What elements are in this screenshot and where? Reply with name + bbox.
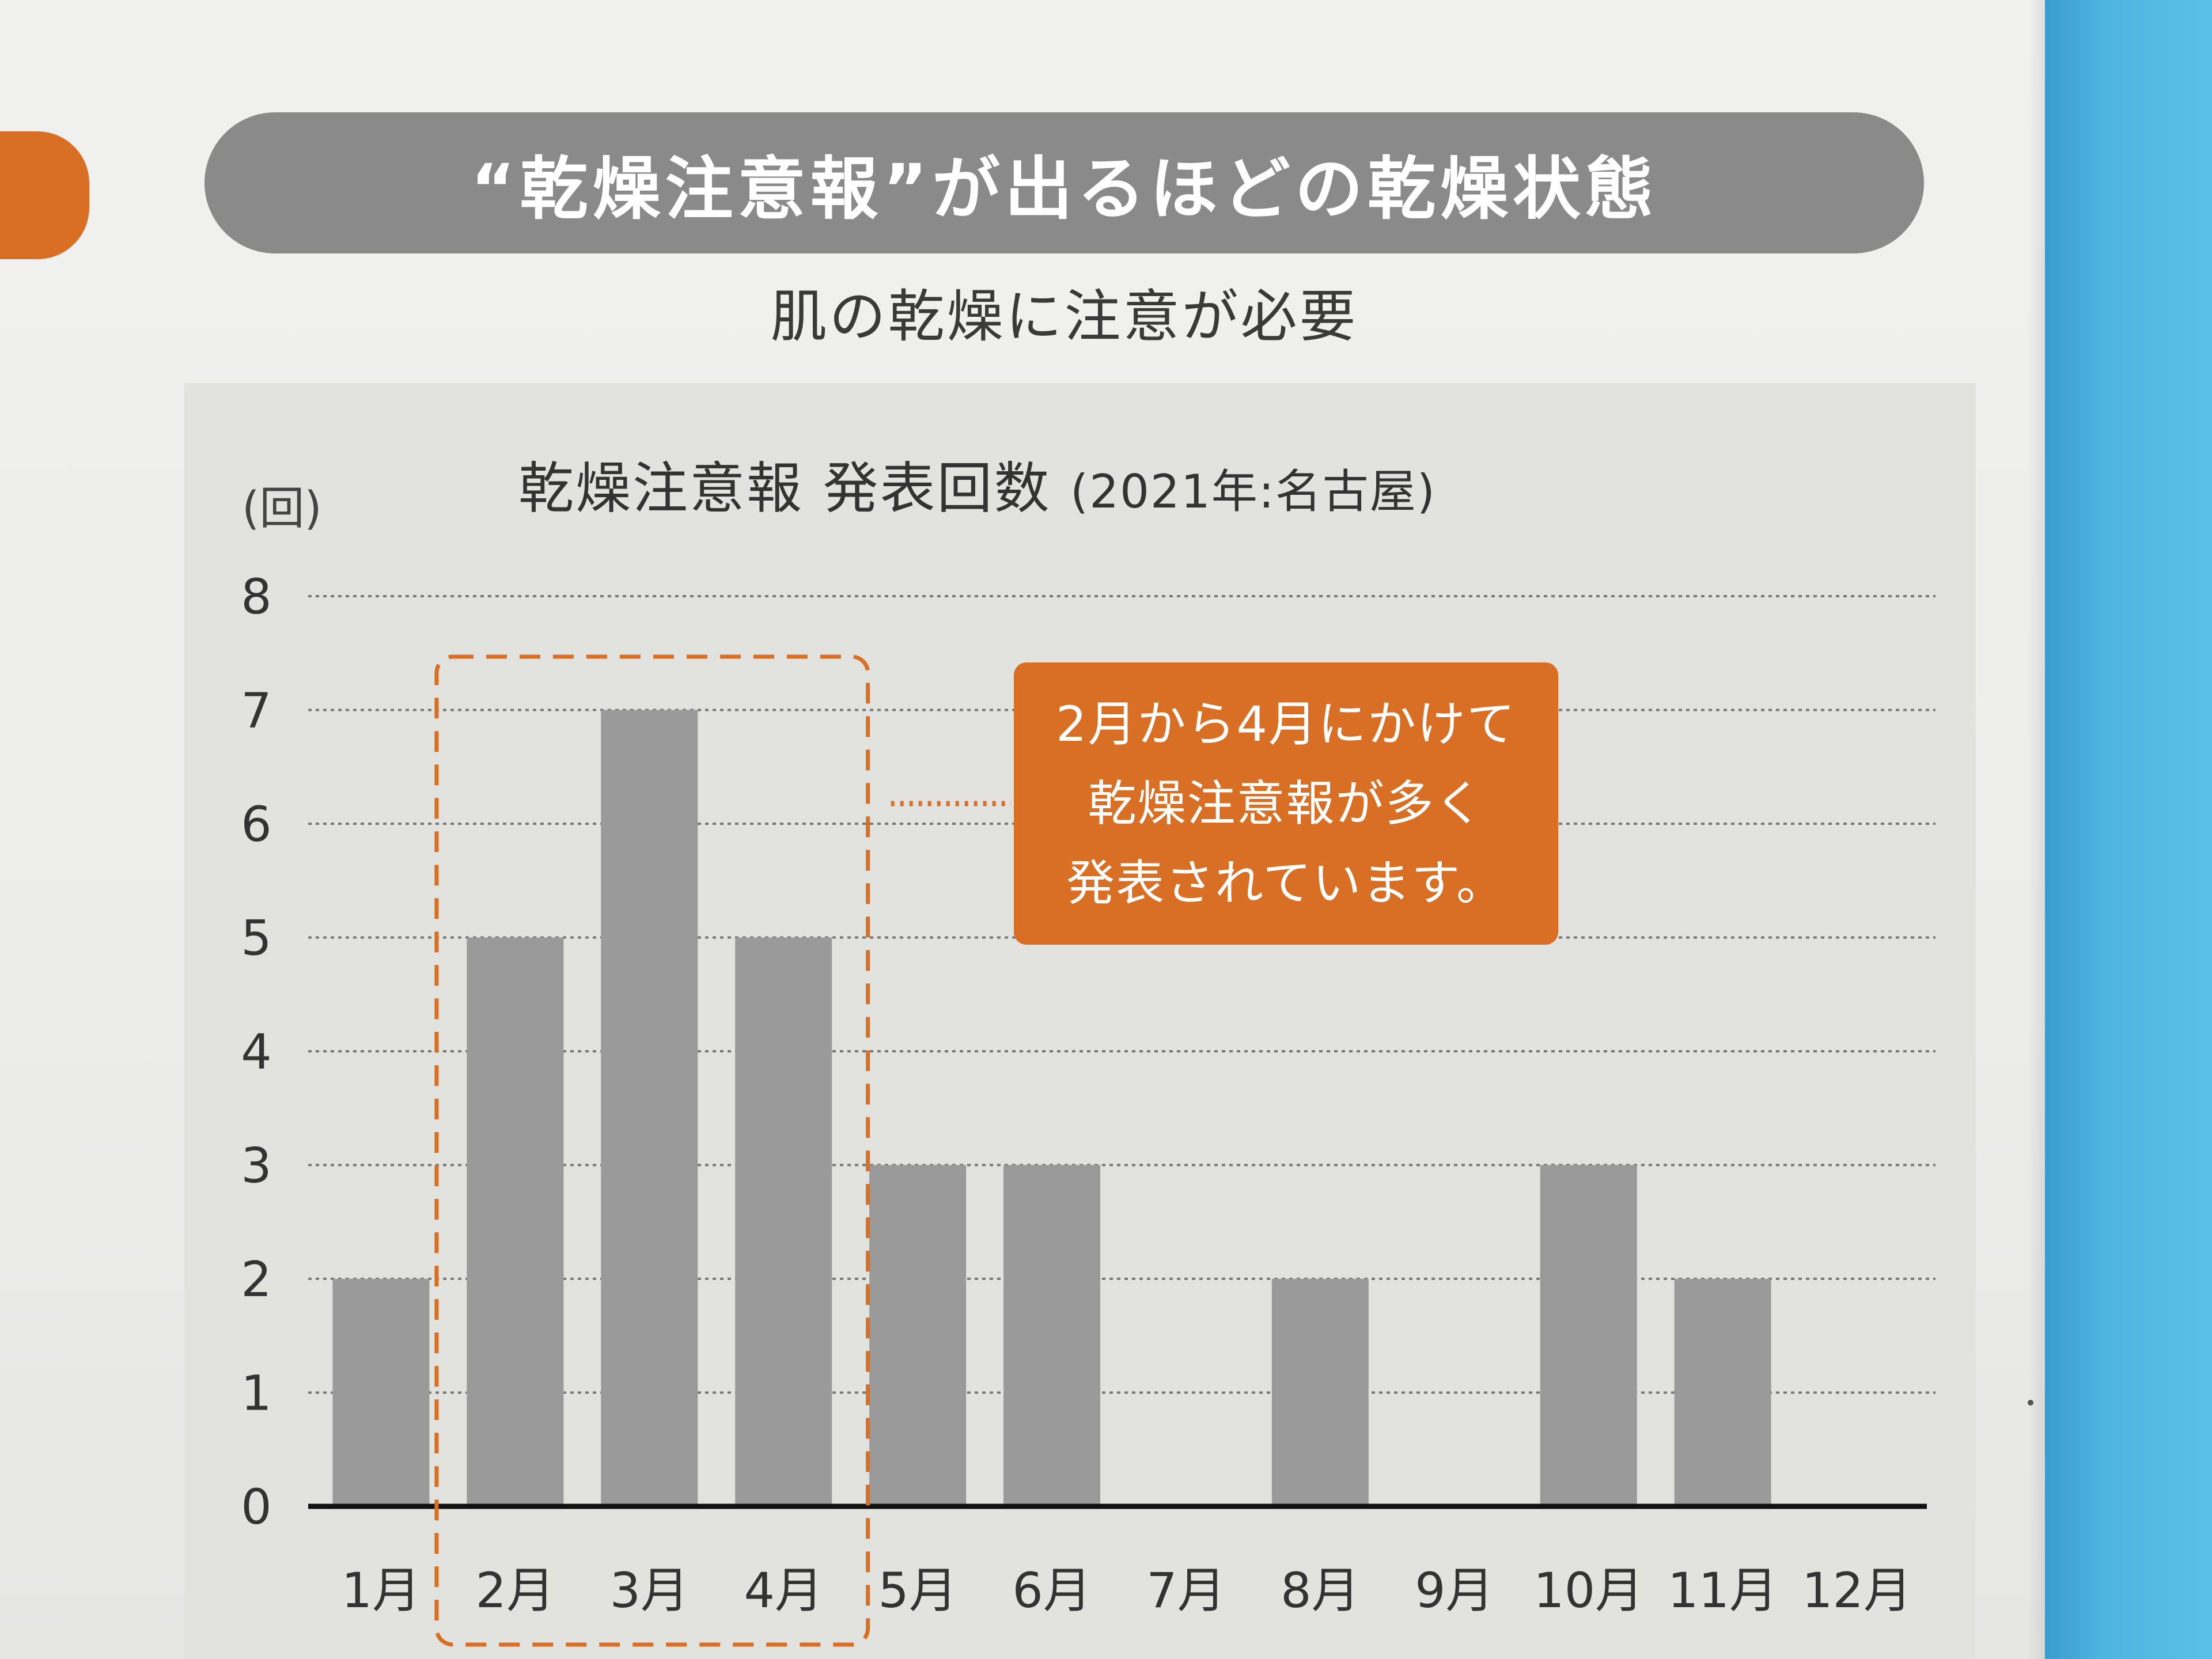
highlight-box bbox=[434, 654, 870, 1647]
bar bbox=[1003, 1165, 1101, 1506]
x-tick-label: 6月 bbox=[1012, 1562, 1091, 1619]
x-tick-label: 5月 bbox=[878, 1562, 957, 1619]
bar bbox=[1271, 1279, 1369, 1506]
x-tick-label: 1月 bbox=[342, 1562, 421, 1619]
annotation-line-1: 2月から4月にかけて bbox=[1056, 696, 1516, 752]
annotation-line-3: 発表されています。 bbox=[1066, 855, 1506, 911]
y-tick-label: 0 bbox=[241, 1479, 271, 1535]
y-tick-label: 8 bbox=[241, 569, 271, 625]
y-tick-label: 2 bbox=[241, 1251, 271, 1308]
header-subtitle: 肌の乾燥に注意が必要 bbox=[770, 284, 1358, 350]
bar bbox=[869, 1165, 967, 1506]
chart-title-main: 乾燥注意報 発表回数 bbox=[518, 456, 1051, 521]
bar bbox=[1674, 1279, 1771, 1506]
y-tick-label: 3 bbox=[241, 1138, 271, 1194]
y-tick-label: 6 bbox=[241, 796, 271, 853]
x-tick-label: 4月 bbox=[744, 1562, 823, 1619]
y-tick-label: 4 bbox=[241, 1024, 271, 1080]
bar bbox=[1540, 1165, 1637, 1506]
x-tick-label: 8月 bbox=[1281, 1562, 1359, 1619]
x-tick-label: 3月 bbox=[610, 1562, 689, 1619]
x-tick-label: 9月 bbox=[1415, 1562, 1494, 1619]
blue-binder-edge bbox=[2045, 0, 2212, 1659]
x-tick-label: 12月 bbox=[1802, 1562, 1912, 1619]
x-tick-label: 10月 bbox=[1533, 1562, 1643, 1619]
page-shadow bbox=[2028, 0, 2045, 1659]
chart-title-sub: (2021年:名古屋) bbox=[1070, 465, 1436, 518]
bar bbox=[601, 710, 698, 1506]
y-tick-label: 1 bbox=[241, 1365, 271, 1422]
header-title: “乾燥注意報”が出るほどの乾燥状態 bbox=[204, 112, 1924, 253]
bar bbox=[332, 1279, 430, 1506]
y-tick-label: 5 bbox=[241, 910, 271, 967]
y-axis-unit: (回) bbox=[242, 483, 322, 535]
chart-title: 乾燥注意報 発表回数 (2021年:名古屋) bbox=[518, 444, 1436, 524]
x-tick-label: 11月 bbox=[1668, 1562, 1778, 1619]
x-tick-label: 2月 bbox=[476, 1562, 555, 1619]
bar bbox=[467, 937, 564, 1506]
annotation-box: 2月から4月にかけて 乾燥注意報が多く 発表されています。 bbox=[1014, 662, 1558, 945]
y-tick-label: 7 bbox=[241, 683, 271, 739]
page-dot bbox=[2028, 1400, 2033, 1406]
annotation-line-2: 乾燥注意報が多く bbox=[1088, 775, 1484, 832]
orange-tab-marker bbox=[0, 131, 89, 259]
x-tick-label: 7月 bbox=[1146, 1562, 1225, 1619]
bar bbox=[735, 937, 832, 1506]
